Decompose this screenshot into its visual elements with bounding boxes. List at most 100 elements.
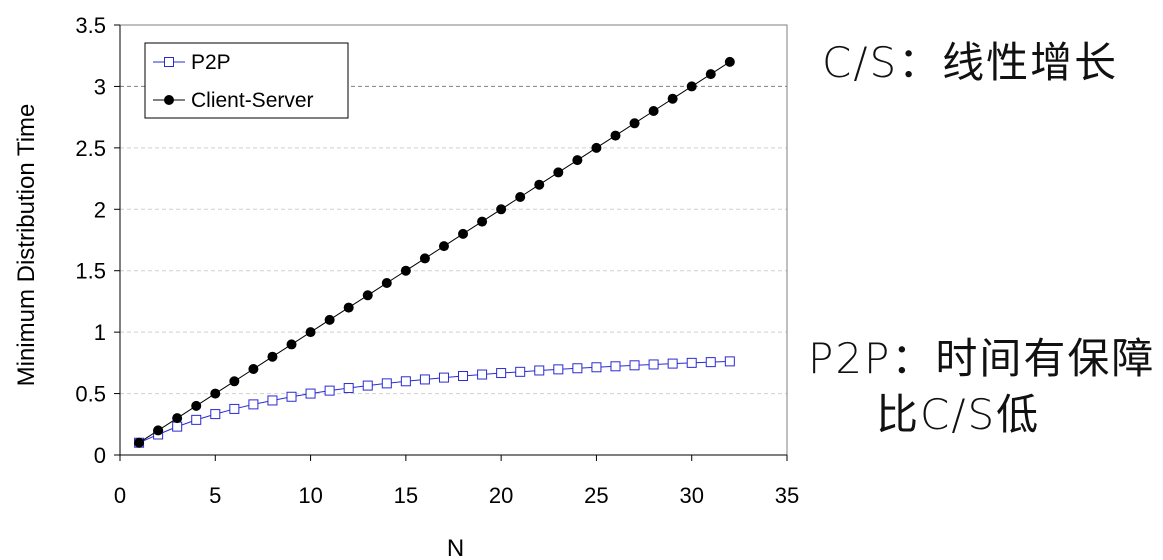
data-point bbox=[496, 204, 507, 215]
data-point bbox=[400, 376, 411, 387]
data-point bbox=[610, 361, 621, 372]
y-tick-label: 0.5 bbox=[75, 382, 106, 407]
data-point bbox=[686, 357, 697, 368]
data-point bbox=[629, 118, 640, 129]
data-point bbox=[419, 253, 430, 264]
y-tick-label: 1 bbox=[94, 320, 106, 345]
y-axis-label: Minimum Distribution Time bbox=[13, 104, 40, 387]
data-point bbox=[591, 362, 602, 373]
y-tick-label: 0 bbox=[94, 443, 106, 468]
gridlines bbox=[120, 85, 787, 395]
data-point bbox=[210, 388, 221, 399]
legend-label: Client-Server bbox=[191, 89, 314, 112]
data-point bbox=[267, 395, 278, 406]
data-point bbox=[286, 339, 297, 350]
data-point bbox=[210, 409, 221, 420]
legend: P2P Client-Server bbox=[144, 42, 349, 119]
data-point bbox=[362, 380, 373, 391]
x-tick-label: 15 bbox=[394, 483, 418, 508]
data-point bbox=[553, 167, 564, 178]
y-tick-label: 3 bbox=[94, 74, 106, 99]
data-point bbox=[248, 364, 259, 374]
data-point bbox=[362, 290, 373, 301]
legend-marker bbox=[164, 57, 174, 67]
x-tick-label: 0 bbox=[114, 483, 126, 508]
x-tick-label: 20 bbox=[489, 483, 513, 508]
data-point bbox=[191, 400, 202, 411]
data-point bbox=[705, 357, 716, 368]
data-point bbox=[381, 378, 392, 389]
data-point bbox=[172, 413, 183, 424]
series-p2p bbox=[134, 356, 735, 448]
data-point bbox=[572, 155, 583, 166]
y-tick-label: 1.5 bbox=[75, 259, 106, 284]
series-line bbox=[138, 61, 731, 444]
x-tick-label: 25 bbox=[584, 483, 608, 508]
series-layer bbox=[134, 56, 735, 448]
data-point bbox=[229, 376, 240, 387]
y-tick-label: 3.5 bbox=[75, 13, 106, 38]
data-point bbox=[191, 414, 202, 425]
data-point bbox=[229, 403, 240, 414]
data-point bbox=[610, 130, 621, 141]
data-point bbox=[153, 425, 164, 436]
data-point bbox=[438, 372, 449, 383]
data-point bbox=[305, 327, 316, 338]
p2p-annotation-line2: 比C/S低 bbox=[876, 390, 1041, 439]
axes bbox=[114, 24, 788, 461]
data-point bbox=[724, 56, 735, 67]
data-point bbox=[534, 179, 545, 190]
data-point bbox=[458, 228, 469, 239]
legend-box bbox=[144, 42, 349, 119]
data-point bbox=[629, 360, 640, 371]
series-line bbox=[138, 360, 730, 444]
data-point bbox=[515, 366, 526, 377]
data-point bbox=[400, 265, 411, 276]
x-tick-label: 5 bbox=[209, 483, 221, 508]
cs-annotation: C/S：线性增长 bbox=[822, 38, 1119, 87]
data-point bbox=[134, 437, 145, 448]
series-client-server bbox=[134, 56, 735, 448]
data-point bbox=[496, 368, 507, 379]
x-tick-label: 10 bbox=[298, 483, 322, 508]
x-tick-label: 30 bbox=[679, 483, 703, 508]
data-point bbox=[534, 365, 545, 376]
y-tick-label: 2.5 bbox=[75, 136, 106, 161]
data-point bbox=[458, 371, 469, 382]
data-point bbox=[305, 388, 316, 399]
data-point bbox=[286, 391, 297, 402]
data-point bbox=[686, 81, 697, 92]
y-tick-label: 2 bbox=[94, 197, 106, 222]
data-point bbox=[381, 278, 392, 288]
data-point bbox=[343, 302, 354, 313]
data-point bbox=[172, 421, 183, 432]
legend-item: Client-Server bbox=[153, 89, 314, 112]
legend-label: P2P bbox=[191, 51, 231, 74]
data-point bbox=[419, 374, 430, 385]
x-tick-labels: 0 5 10 15 20 25 30 35 bbox=[114, 483, 799, 508]
data-point bbox=[324, 314, 335, 325]
data-point bbox=[705, 69, 716, 80]
data-point bbox=[248, 399, 259, 410]
x-tick-label: 35 bbox=[775, 483, 799, 508]
data-point bbox=[553, 364, 564, 375]
legend-marker bbox=[164, 95, 174, 105]
data-point bbox=[572, 363, 583, 374]
data-point bbox=[667, 358, 678, 369]
data-point bbox=[648, 106, 659, 116]
y-tick-labels: 0 0.5 1 1.5 2 2.5 3 3.5 bbox=[75, 13, 106, 468]
data-point bbox=[648, 359, 659, 370]
data-point bbox=[438, 241, 449, 252]
data-point bbox=[343, 383, 354, 394]
data-point bbox=[477, 369, 488, 380]
data-point bbox=[667, 93, 678, 104]
legend-item: P2P bbox=[153, 51, 231, 74]
data-point bbox=[515, 192, 526, 202]
data-point bbox=[591, 142, 602, 153]
x-axis-label: N bbox=[447, 535, 464, 560]
data-point bbox=[724, 356, 735, 367]
data-point bbox=[324, 385, 335, 396]
data-point bbox=[477, 216, 488, 227]
data-point bbox=[267, 351, 278, 362]
